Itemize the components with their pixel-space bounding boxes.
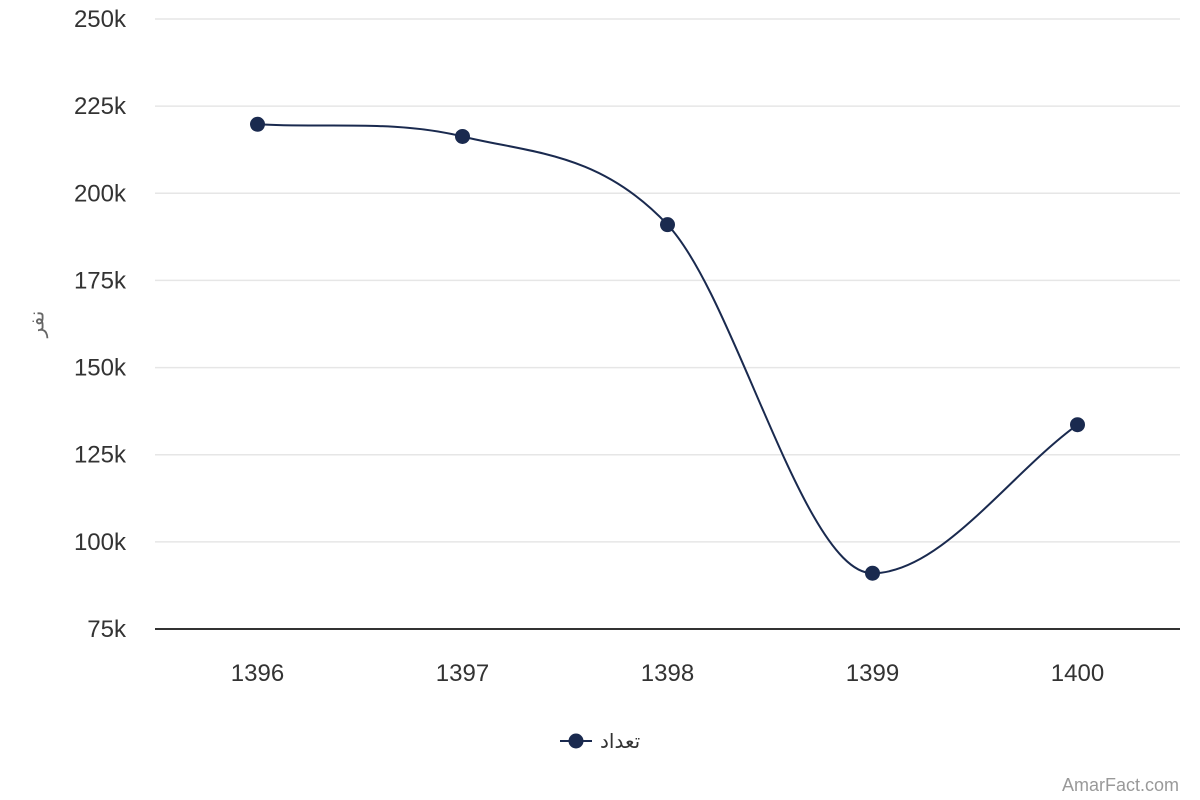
data-point[interactable] — [660, 217, 675, 233]
data-point[interactable] — [250, 116, 265, 132]
x-tick-label: 1397 — [436, 660, 489, 687]
x-tick-label: 1399 — [846, 660, 899, 687]
data-point[interactable] — [1070, 417, 1085, 433]
y-tick-label: 225k — [74, 93, 127, 120]
series-line — [257, 123, 1079, 575]
y-tick-label: 250k — [74, 6, 127, 33]
y-tick-label: 200k — [74, 180, 127, 207]
data-point[interactable] — [865, 565, 880, 581]
y-tick-label: 75k — [87, 616, 127, 643]
y-axis-title: نفر — [25, 311, 49, 339]
y-tick-label: 125k — [74, 442, 127, 469]
x-tick-label: 1400 — [1051, 660, 1104, 687]
y-tick-label: 175k — [74, 267, 127, 294]
series-layer — [250, 116, 1085, 581]
gridlines — [155, 18, 1180, 543]
y-axis-ticks: 75k 100k 125k 150k 175k 200k 225k 250k — [74, 6, 127, 643]
y-tick-label: 150k — [74, 355, 127, 382]
x-tick-label: 1398 — [641, 660, 694, 687]
legend-item-label[interactable]: تعداد — [600, 729, 640, 753]
x-tick-label: 1396 — [231, 660, 284, 687]
legend-marker-symbol — [568, 733, 584, 749]
data-point[interactable] — [455, 128, 470, 144]
credit-link[interactable]: AmarFact.com — [1062, 775, 1179, 795]
legend[interactable]: تعداد — [560, 729, 640, 753]
x-axis-ticks: 1396 1397 1398 1399 1400 — [231, 660, 1104, 687]
y-tick-label: 100k — [74, 529, 127, 556]
